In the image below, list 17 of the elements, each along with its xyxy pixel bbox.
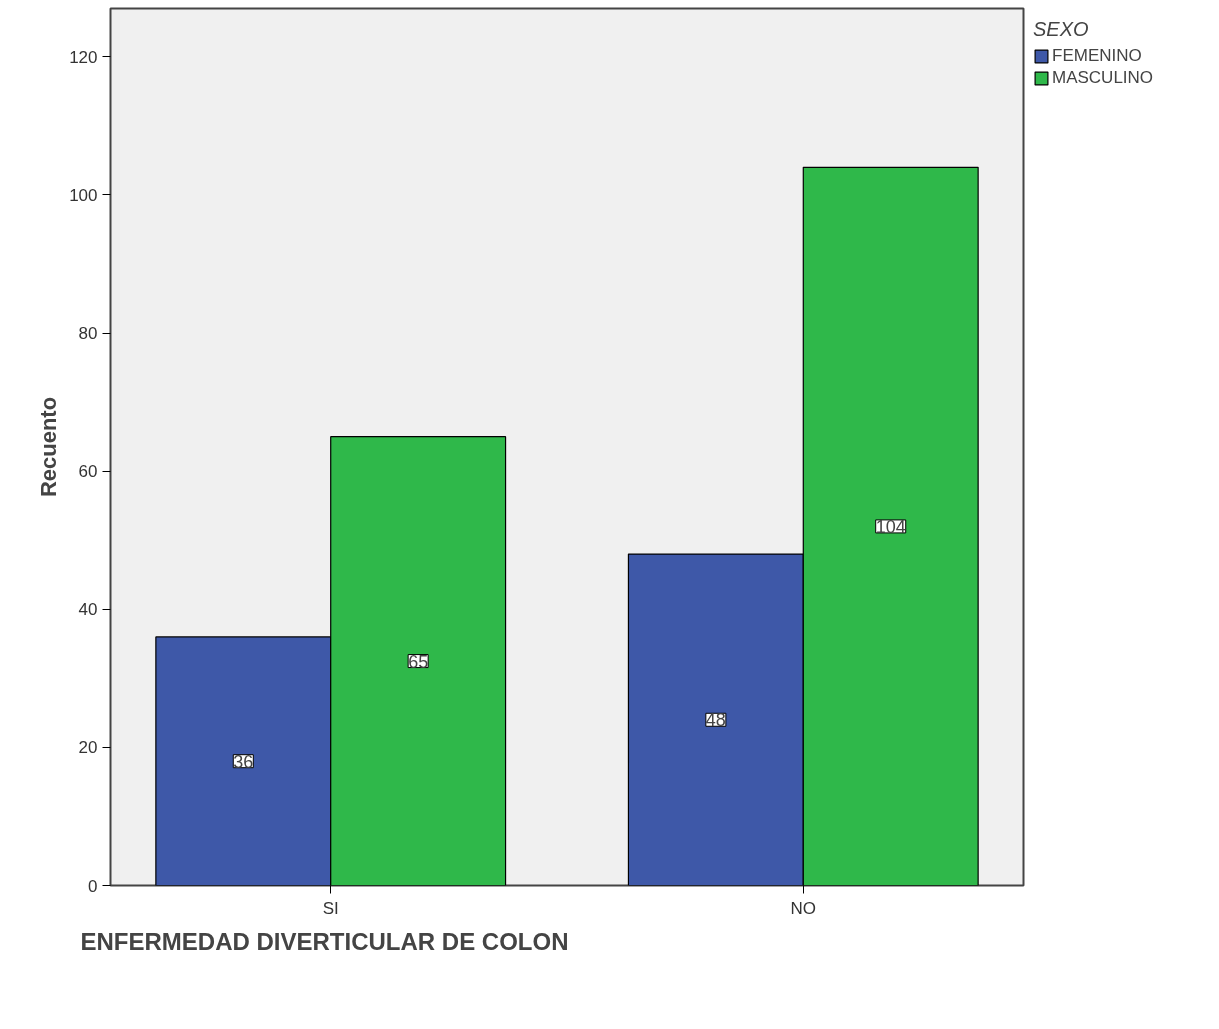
legend-title: SEXO — [1033, 18, 1090, 41]
y-axis-title: Recuento — [36, 396, 62, 498]
y-tick-label: 20 — [78, 738, 98, 758]
y-tick-label: 80 — [78, 324, 98, 344]
y-tick-label: 60 — [78, 462, 98, 482]
data-label: 36 — [233, 751, 254, 772]
legend-label: MASCULINO — [1052, 68, 1154, 88]
y-tick-label: 40 — [78, 600, 98, 620]
y-tick-label: 100 — [69, 185, 98, 205]
legend-label: FEMENINO — [1052, 46, 1142, 66]
x-tick-label: NO — [790, 898, 817, 918]
data-label: 65 — [408, 651, 429, 672]
y-tick-label: 0 — [88, 876, 98, 896]
y-tick-label: 120 — [69, 47, 98, 67]
data-label: 48 — [705, 710, 726, 731]
x-tick-label: SI — [322, 898, 339, 918]
x-axis-title: ENFERMEDAD DIVERTICULAR DE COLON — [80, 927, 569, 955]
